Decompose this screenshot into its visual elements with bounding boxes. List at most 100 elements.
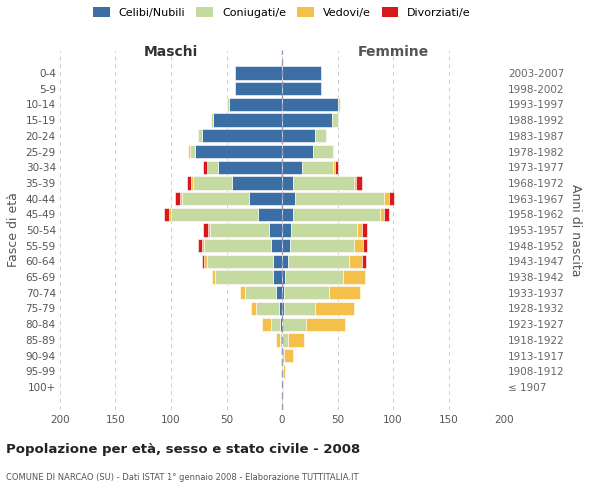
Bar [286, 270, 343, 284]
Bar [280, 333, 282, 346]
Bar [337, 98, 340, 111]
Bar [284, 349, 293, 362]
Bar [196, 145, 282, 158]
Bar [175, 192, 180, 205]
Bar [282, 318, 307, 331]
Bar [277, 286, 282, 300]
Bar [188, 145, 190, 158]
Bar [282, 192, 295, 205]
Bar [316, 302, 354, 315]
Bar [269, 224, 282, 236]
Bar [202, 239, 204, 252]
Bar [218, 160, 282, 174]
Bar [202, 129, 282, 142]
Bar [278, 302, 282, 315]
Bar [282, 239, 290, 252]
Bar [282, 82, 321, 96]
Bar [282, 349, 284, 362]
Bar [284, 302, 316, 315]
Bar [203, 224, 208, 236]
Bar [380, 208, 384, 221]
Bar [282, 208, 293, 221]
Bar [271, 239, 282, 252]
Bar [206, 160, 218, 174]
Bar [164, 208, 169, 221]
Bar [343, 270, 365, 284]
Bar [197, 129, 202, 142]
Bar [182, 192, 249, 205]
Bar [232, 176, 282, 190]
Bar [180, 192, 182, 205]
Bar [197, 239, 202, 252]
Bar [282, 302, 284, 315]
Bar [282, 98, 337, 111]
Bar [280, 318, 282, 331]
Bar [210, 224, 269, 236]
Bar [313, 145, 333, 158]
Bar [213, 114, 282, 127]
Bar [206, 254, 273, 268]
Bar [204, 239, 271, 252]
Bar [287, 254, 349, 268]
Bar [284, 286, 329, 300]
Bar [245, 286, 277, 300]
Bar [208, 224, 210, 236]
Bar [362, 254, 367, 268]
Bar [282, 286, 284, 300]
Bar [282, 145, 313, 158]
Bar [295, 192, 384, 205]
Bar [169, 208, 171, 221]
Bar [190, 145, 196, 158]
Bar [281, 349, 282, 362]
Bar [204, 254, 206, 268]
Bar [273, 270, 282, 284]
Bar [277, 333, 280, 346]
Bar [251, 302, 256, 315]
Bar [293, 208, 380, 221]
Bar [282, 380, 283, 394]
Bar [384, 208, 389, 221]
Bar [329, 286, 360, 300]
Bar [282, 176, 293, 190]
Bar [249, 192, 282, 205]
Text: Popolazione per età, sesso e stato civile - 2008: Popolazione per età, sesso e stato civil… [6, 442, 360, 456]
Bar [358, 224, 362, 236]
Bar [273, 254, 282, 268]
Bar [171, 208, 257, 221]
Bar [384, 192, 389, 205]
Bar [283, 364, 286, 378]
Y-axis label: Anni di nascita: Anni di nascita [569, 184, 581, 276]
Bar [282, 114, 332, 127]
Bar [262, 318, 271, 331]
Bar [193, 176, 232, 190]
Bar [316, 129, 326, 142]
Bar [389, 192, 394, 205]
Bar [203, 160, 206, 174]
Bar [212, 270, 215, 284]
Text: COMUNE DI NARCAO (SU) - Dati ISTAT 1° gennaio 2008 - Elaborazione TUTTITALIA.IT: COMUNE DI NARCAO (SU) - Dati ISTAT 1° ge… [6, 472, 359, 482]
Bar [191, 176, 193, 190]
Bar [282, 129, 316, 142]
Bar [291, 224, 358, 236]
Bar [215, 270, 273, 284]
Bar [282, 254, 287, 268]
Bar [307, 318, 345, 331]
Bar [293, 176, 354, 190]
Bar [282, 66, 321, 80]
Y-axis label: Fasce di età: Fasce di età [7, 192, 20, 268]
Bar [290, 239, 354, 252]
Bar [187, 176, 191, 190]
Bar [271, 318, 280, 331]
Bar [211, 114, 213, 127]
Bar [235, 82, 282, 96]
Bar [354, 239, 363, 252]
Bar [235, 66, 282, 80]
Bar [282, 224, 291, 236]
Bar [333, 160, 335, 174]
Bar [287, 333, 304, 346]
Bar [227, 98, 229, 111]
Bar [356, 176, 362, 190]
Bar [349, 254, 362, 268]
Bar [282, 270, 286, 284]
Bar [229, 98, 282, 111]
